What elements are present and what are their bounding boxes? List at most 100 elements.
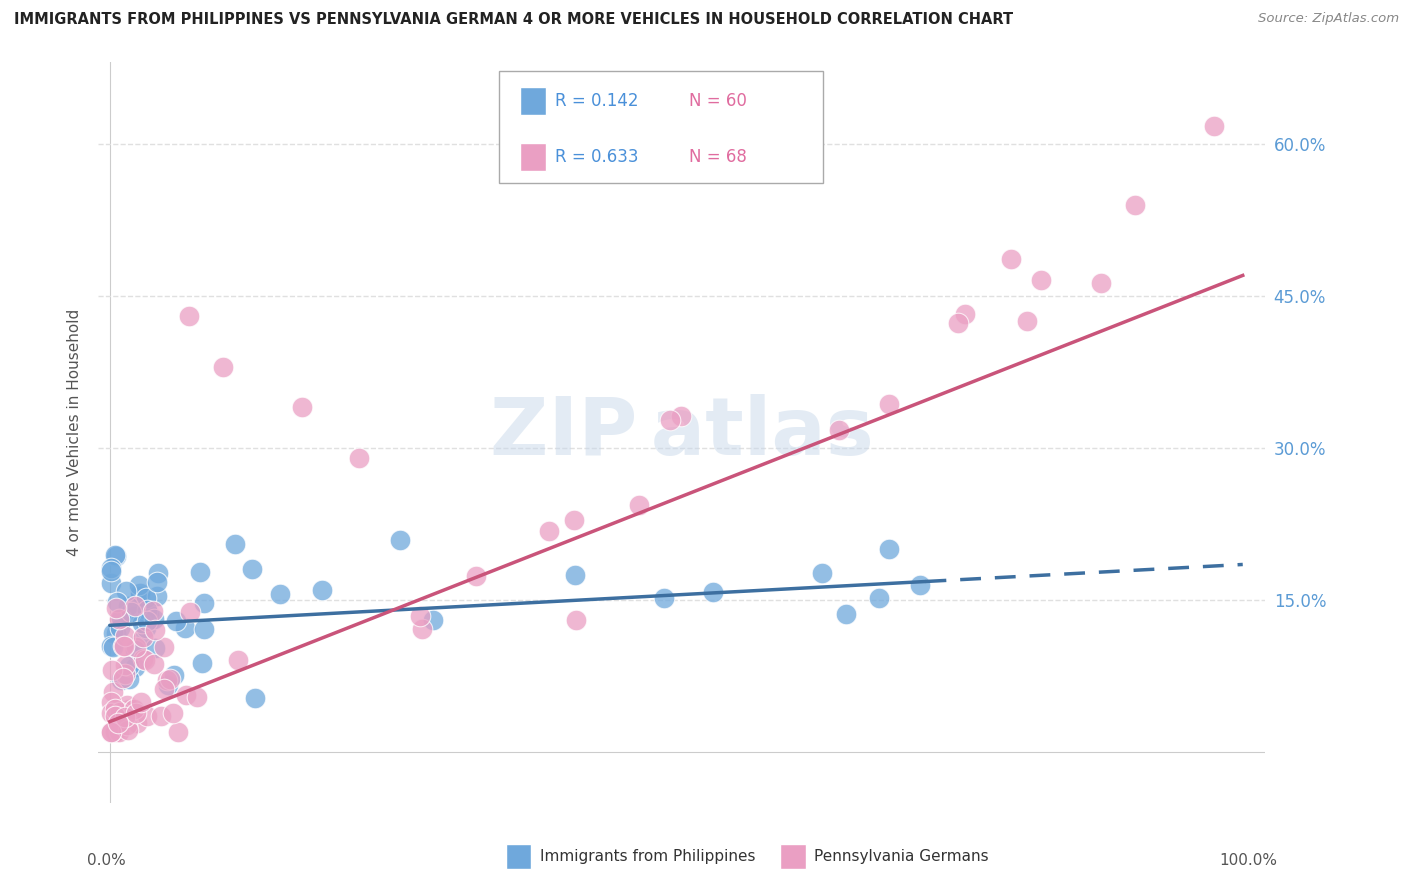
Point xyxy=(877,396,900,410)
Point xyxy=(162,706,184,720)
Point xyxy=(1204,120,1226,134)
Y-axis label: 4 or more Vehicles in Household: 4 or more Vehicles in Household xyxy=(67,309,83,557)
Point xyxy=(1000,252,1022,266)
Point xyxy=(129,586,152,600)
Point xyxy=(564,567,586,582)
Point xyxy=(128,578,150,592)
Point xyxy=(422,613,444,627)
Point xyxy=(165,614,187,628)
Point xyxy=(827,423,849,437)
Point xyxy=(132,630,155,644)
Text: N = 60: N = 60 xyxy=(689,92,747,110)
Point xyxy=(104,708,127,723)
Text: 0.0%: 0.0% xyxy=(87,853,125,868)
Point xyxy=(1123,198,1146,212)
Point xyxy=(1090,277,1112,291)
Text: IMMIGRANTS FROM PHILIPPINES VS PENNSYLVANIA GERMAN 4 OR MORE VEHICLES IN HOUSEHO: IMMIGRANTS FROM PHILIPPINES VS PENNSYLVA… xyxy=(14,12,1014,27)
Point xyxy=(565,613,588,627)
Point xyxy=(117,599,139,613)
Point xyxy=(118,659,141,673)
Point xyxy=(240,562,263,576)
Point xyxy=(142,657,165,672)
Point xyxy=(107,717,129,731)
Point xyxy=(125,706,148,720)
Point xyxy=(108,621,131,635)
Text: Source: ZipAtlas.com: Source: ZipAtlas.com xyxy=(1258,12,1399,25)
Point xyxy=(131,615,153,630)
Point xyxy=(191,656,214,670)
Point xyxy=(104,548,127,562)
Point xyxy=(193,622,215,636)
Point xyxy=(125,640,148,654)
Point xyxy=(114,710,136,724)
Point xyxy=(153,640,176,655)
Point xyxy=(135,614,157,628)
Point xyxy=(702,585,724,599)
Point xyxy=(135,603,157,617)
Point xyxy=(835,607,858,621)
Point xyxy=(100,695,122,709)
Point xyxy=(135,591,157,605)
Point xyxy=(177,309,200,323)
Point xyxy=(174,621,197,635)
Point xyxy=(1031,273,1053,287)
Point xyxy=(877,541,900,556)
Point xyxy=(114,658,136,673)
Point xyxy=(100,561,122,575)
Point xyxy=(135,708,157,723)
Point xyxy=(946,316,969,330)
Point xyxy=(108,612,131,626)
Point xyxy=(226,653,249,667)
Point xyxy=(112,639,135,653)
Point xyxy=(388,533,411,547)
Point xyxy=(150,708,173,723)
Point xyxy=(908,578,931,592)
Point xyxy=(110,705,132,719)
Point xyxy=(122,608,145,623)
Point xyxy=(146,566,169,580)
Point xyxy=(156,677,179,691)
Point xyxy=(243,691,266,706)
Point xyxy=(669,409,692,423)
Point xyxy=(134,652,156,666)
Point xyxy=(188,565,211,579)
Point xyxy=(652,591,675,605)
Point xyxy=(100,639,122,653)
Point xyxy=(108,724,131,739)
Point xyxy=(100,576,122,591)
Point xyxy=(128,589,150,603)
Point xyxy=(100,706,122,721)
Point xyxy=(628,498,651,512)
Point xyxy=(153,681,176,696)
Point xyxy=(156,673,179,688)
Point xyxy=(347,450,370,465)
Point xyxy=(129,695,152,709)
Text: ZIP atlas: ZIP atlas xyxy=(489,393,875,472)
Text: N = 68: N = 68 xyxy=(689,148,747,166)
Point xyxy=(159,672,181,686)
Point xyxy=(212,359,235,374)
Point xyxy=(810,566,832,581)
Point xyxy=(193,596,215,610)
Point xyxy=(145,590,167,604)
Point xyxy=(868,591,890,606)
Point xyxy=(101,685,124,699)
Point xyxy=(114,629,136,643)
Point xyxy=(143,612,166,626)
Point xyxy=(100,564,122,578)
Point xyxy=(103,702,125,716)
Point xyxy=(138,607,160,621)
Point xyxy=(124,599,146,614)
Point xyxy=(146,575,169,590)
Point xyxy=(464,569,486,583)
Point xyxy=(142,604,165,618)
Point xyxy=(111,639,134,653)
Point xyxy=(179,605,201,619)
Point xyxy=(124,643,146,657)
Point xyxy=(135,621,157,635)
Point xyxy=(117,702,139,716)
Point xyxy=(114,667,136,681)
Point xyxy=(107,716,129,731)
Point xyxy=(291,401,314,415)
Point xyxy=(224,537,246,551)
